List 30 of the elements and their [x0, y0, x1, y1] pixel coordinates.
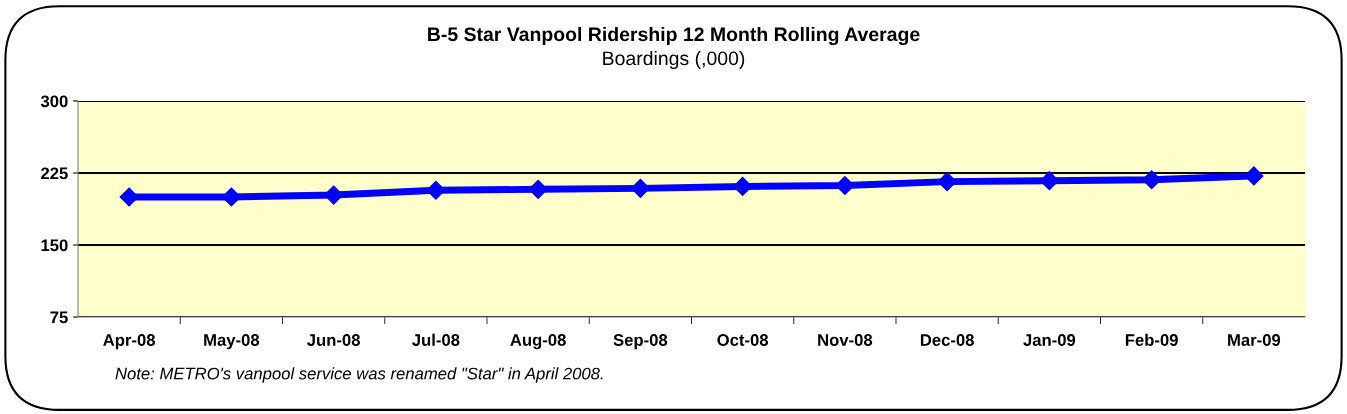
point: [119, 187, 139, 207]
x-tick-label: Apr-08: [103, 334, 156, 350]
point: [426, 180, 446, 200]
x-tick-label: May-08: [204, 334, 260, 350]
chart-title: B-5 Star Vanpool Ridership 12 Month Rolling Average: [428, 26, 920, 46]
point: [221, 187, 241, 207]
point: [1244, 166, 1264, 186]
point: [733, 176, 753, 196]
point: [630, 178, 650, 198]
x-tick-label: Dec-08: [920, 334, 974, 346]
text: Note: METRO's vanpool service was renamed "Star" in April 2008.: [115, 367, 603, 383]
y-tick-label: 225: [41, 167, 68, 180]
point: [1039, 171, 1059, 191]
x-tick-label: Sep-08: [613, 334, 668, 350]
point: [937, 172, 957, 192]
x-tick-label: Jan-09: [1023, 334, 1076, 346]
y-tick-label: 300: [40, 95, 68, 108]
x-tick-label: Jul-08: [412, 333, 460, 346]
x-tick-label: Feb-09: [1125, 333, 1178, 346]
point: [835, 175, 855, 196]
x-tick-label: Nov-08: [818, 334, 873, 346]
y-tick-label: 75: [50, 311, 68, 324]
x-tick-label: Mar-09: [1228, 334, 1281, 346]
x-tick-label: Aug-08: [510, 334, 566, 350]
point: [324, 185, 344, 205]
x-tick-label: Oct-08: [717, 334, 769, 346]
point: [528, 179, 548, 199]
x-tick-label: Jun-08: [307, 334, 360, 346]
y-tick-label: 150: [41, 239, 68, 252]
chart-subtitle: Boardings (,000): [603, 50, 745, 70]
